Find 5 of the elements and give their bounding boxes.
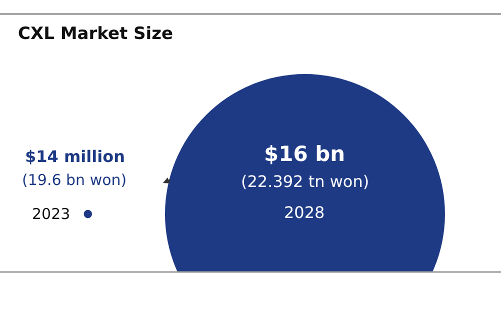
data-label: $16 bn (22.392 tn won) [241,142,370,191]
category-label: 2023 [32,205,70,223]
category-label: 2028 [284,203,325,222]
text: CXL Market Size [18,24,174,44]
data-label: $14 million (19.6 bn won) [22,147,127,189]
